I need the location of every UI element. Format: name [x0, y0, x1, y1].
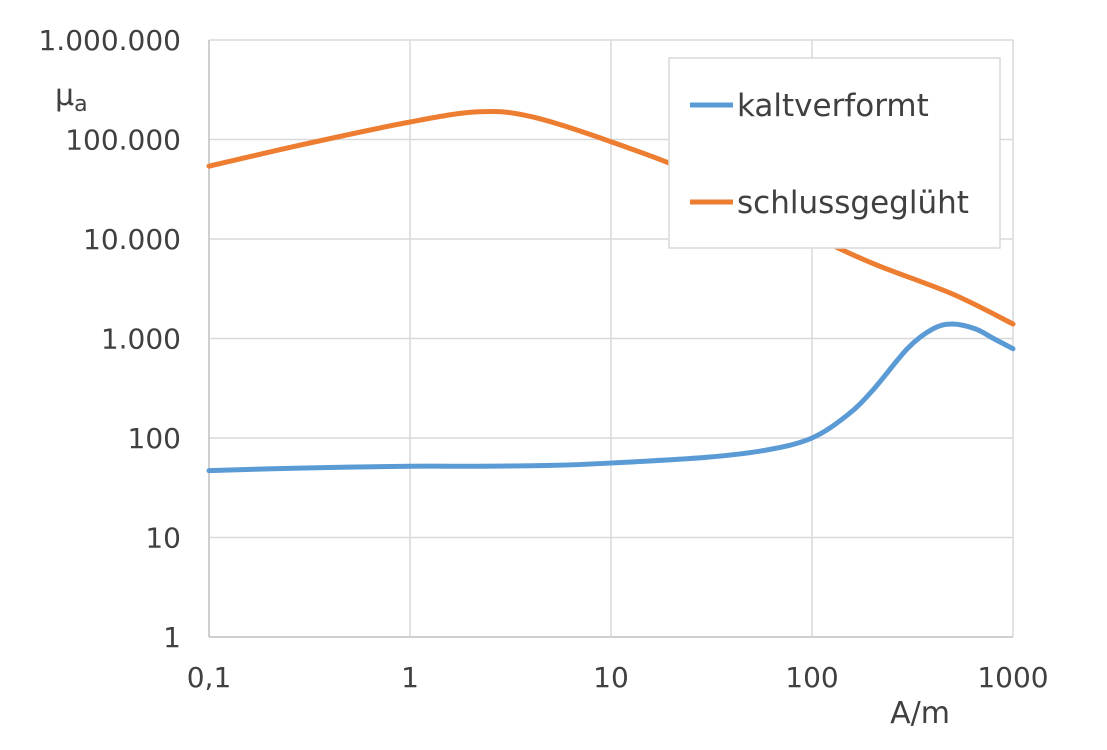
- x-tick-label: 1: [401, 661, 419, 694]
- y-tick-label: 10: [145, 522, 181, 555]
- y-tick-label: 10.000: [83, 223, 181, 256]
- x-tick-label: 0,1: [187, 661, 232, 694]
- legend-box: [668, 57, 1001, 249]
- y-tick-label: 100: [128, 422, 181, 455]
- legend-label-schlussgeglueht: schlussgeglüht: [737, 185, 969, 221]
- y-tick-label: 1: [163, 621, 181, 654]
- y-axis-label: μa: [55, 78, 88, 117]
- x-tick-label: 1000: [977, 661, 1048, 694]
- y-axis-label-sub: a: [74, 92, 87, 117]
- y-tick-label: 1.000: [101, 323, 181, 356]
- series-line-schlussgeglueht: [206, 108, 1016, 327]
- y-tick-label: 100.000: [65, 124, 181, 157]
- series-line-kaltverformt: [206, 321, 1016, 474]
- y-tick-label: 1.000.000: [38, 24, 181, 57]
- x-axis-label: A/m: [890, 696, 950, 731]
- legend: kaltverformt schlussgeglüht: [668, 57, 1001, 249]
- legend-label-kaltverformt: kaltverformt: [737, 88, 929, 124]
- y-axis-label-main: μ: [55, 78, 74, 113]
- y-axis-ticks: 1 10 100 1.000 10.000 100.000 1.000.000: [38, 24, 181, 654]
- x-axis-ticks: 0,1 1 10 100 1000: [187, 661, 1049, 694]
- series-lines: [206, 108, 1016, 474]
- x-tick-label: 100: [785, 661, 838, 694]
- x-tick-label: 10: [593, 661, 629, 694]
